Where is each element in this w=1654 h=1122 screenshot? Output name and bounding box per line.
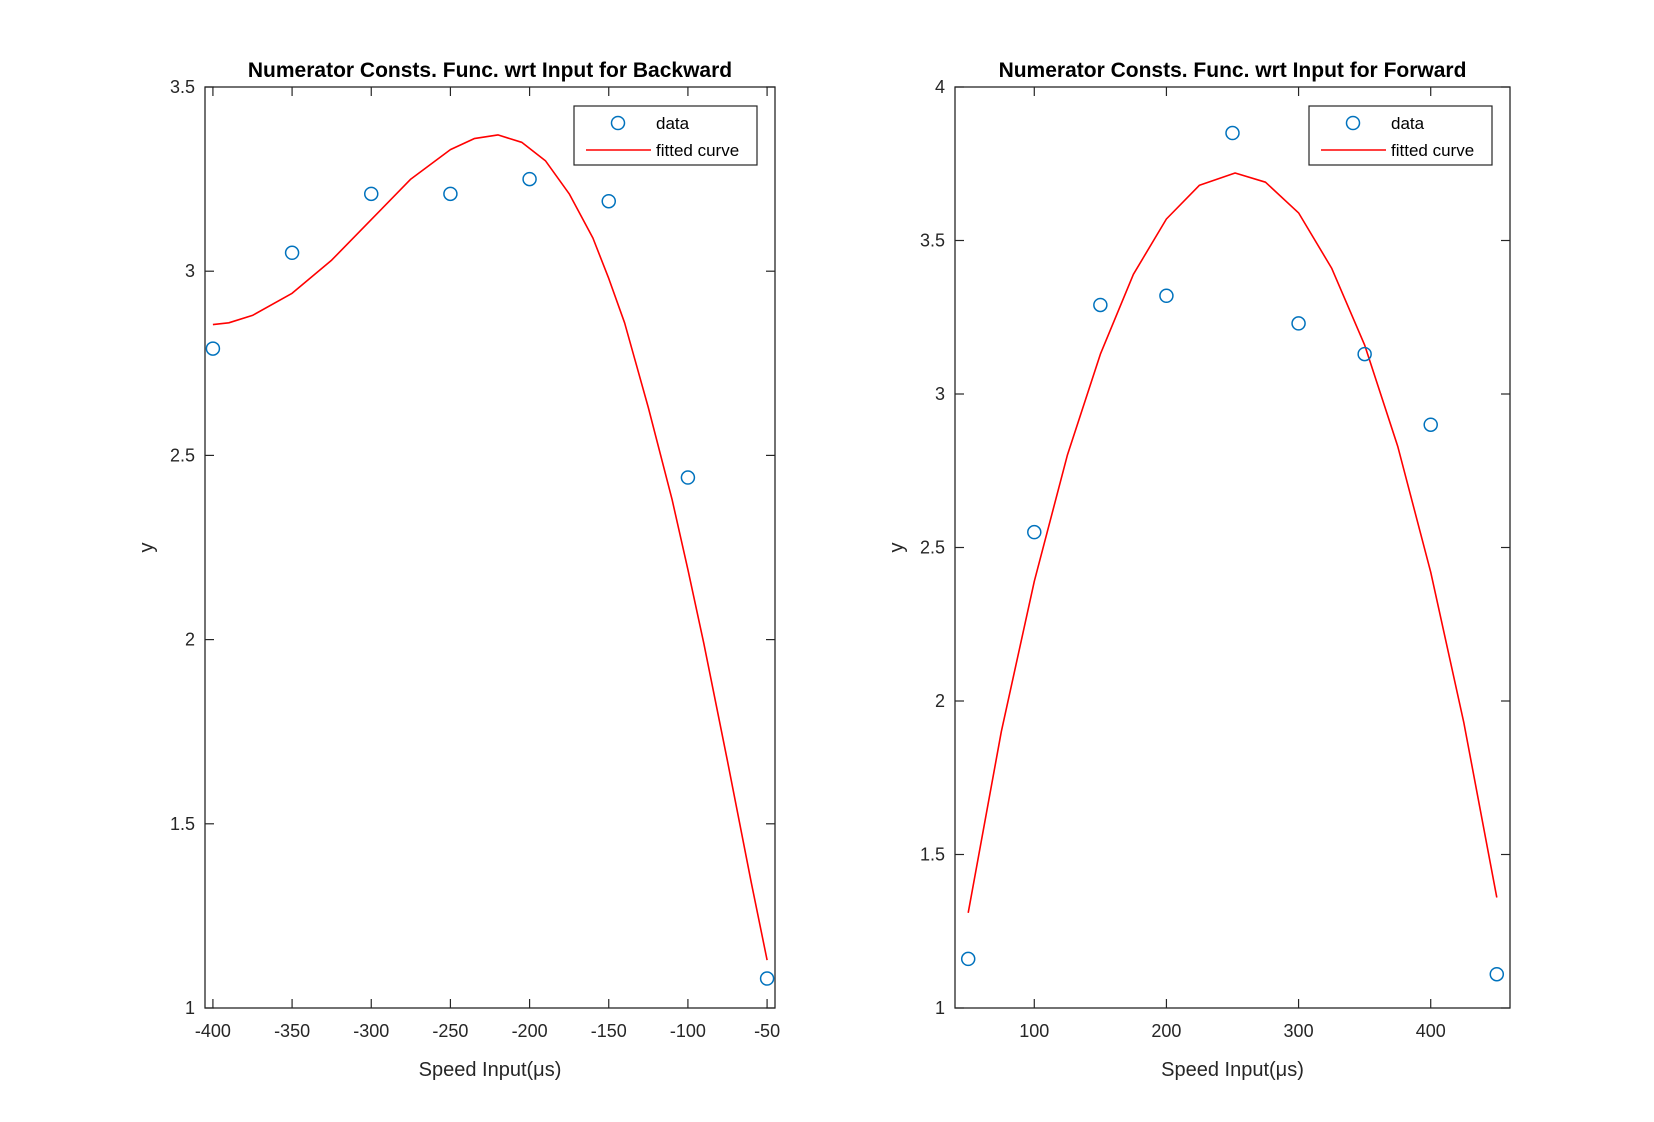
backward-data-point [364, 186, 379, 202]
forward-legend: data fitted curve [1308, 105, 1493, 166]
backward-data-point [443, 186, 458, 202]
forward-legend-box [1308, 105, 1493, 166]
forward-plot-area [960, 125, 1505, 982]
backward-x-tick-label: -400 [195, 1021, 231, 1041]
forward-data-point [1423, 417, 1438, 432]
backward-data-point [522, 171, 537, 187]
backward-y-tick-label: 2 [185, 630, 195, 650]
backward-legend-data-marker [610, 115, 626, 131]
backward-data-point [284, 245, 300, 261]
forward-x-tick-label: 100 [1019, 1021, 1049, 1041]
backward-fitted-curve [212, 134, 768, 961]
backward-x-tick-label: -350 [274, 1021, 310, 1041]
forward-data-point [960, 951, 976, 967]
forward-x-tick-label: 400 [1416, 1021, 1446, 1041]
forward-plot: Numerator Consts. Func. wrt Input for Fo… [886, 59, 1511, 1081]
forward-y-tick-label: 2.5 [920, 538, 945, 558]
backward-x-tick-label: -200 [512, 1021, 548, 1041]
forward-data-point [1357, 346, 1372, 362]
forward-data-point [1225, 125, 1240, 141]
forward-data-point [1489, 966, 1505, 982]
backward-data-point [680, 470, 696, 485]
forward-y-tick-label: 4 [935, 77, 945, 97]
backward-x-tick-label: -300 [353, 1021, 389, 1041]
forward-x-axis-label: Speed Input(μs) [1161, 1059, 1304, 1081]
backward-data-point [759, 971, 775, 986]
backward-y-axis-label: y [136, 543, 158, 553]
backward-legend-curve-label: fitted curve [656, 141, 739, 160]
forward-y-tick-label: 3.5 [920, 231, 945, 251]
backward-plot: Numerator Consts. Func. wrt Input for Ba… [136, 59, 780, 1081]
backward-plot-title: Numerator Consts. Func. wrt Input for Ba… [248, 59, 732, 82]
backward-legend-data-label: data [656, 114, 690, 133]
backward-axes-box [204, 86, 776, 1009]
forward-y-tick-label: 1.5 [920, 845, 945, 865]
forward-data-point [1159, 288, 1174, 304]
backward-y-tick-label: 1.5 [170, 814, 195, 834]
backward-x-tick-label: -250 [432, 1021, 468, 1041]
forward-y-tick-label: 3 [935, 384, 945, 404]
forward-x-tick-label: 300 [1284, 1021, 1314, 1041]
backward-x-tick-label: -50 [754, 1021, 780, 1041]
backward-x-tick-label: -100 [670, 1021, 706, 1041]
forward-data-point [1291, 316, 1306, 331]
forward-fitted-curve [967, 172, 1498, 913]
backward-x-tick-label: -150 [591, 1021, 627, 1041]
forward-data-point [1093, 297, 1108, 313]
backward-data-point [601, 193, 616, 209]
forward-axes-box [954, 86, 1511, 1009]
forward-y-tick-label: 1 [935, 998, 945, 1018]
backward-x-axis-label: Speed Input(μs) [419, 1059, 562, 1081]
backward-ticks: -400 -350 -300 -250 -200 -150 -100 -50 1 1.5 2 2.5 3… [170, 77, 780, 1041]
forward-data-point [1027, 524, 1042, 540]
forward-y-axis-label: y [886, 543, 908, 553]
backward-plot-area [205, 134, 775, 986]
forward-ticks: 100 200 300 400 1 1.5 2 2.5 3 3.5 4 [920, 77, 1510, 1041]
forward-x-tick-label: 200 [1151, 1021, 1181, 1041]
backward-y-tick-label: 3.5 [170, 77, 195, 97]
forward-plot-title: Numerator Consts. Func. wrt Input for Fo… [999, 59, 1467, 82]
backward-y-tick-label: 1 [185, 998, 195, 1018]
backward-y-tick-label: 2.5 [170, 445, 195, 465]
backward-legend-box [573, 105, 758, 166]
forward-legend-data-marker [1345, 115, 1361, 131]
backward-legend: data fitted curve [573, 105, 758, 166]
backward-data-point [205, 341, 221, 356]
forward-legend-data-label: data [1391, 114, 1425, 133]
forward-y-tick-label: 2 [935, 691, 945, 711]
backward-y-tick-label: 3 [185, 261, 195, 281]
forward-legend-curve-label: fitted curve [1391, 141, 1474, 160]
